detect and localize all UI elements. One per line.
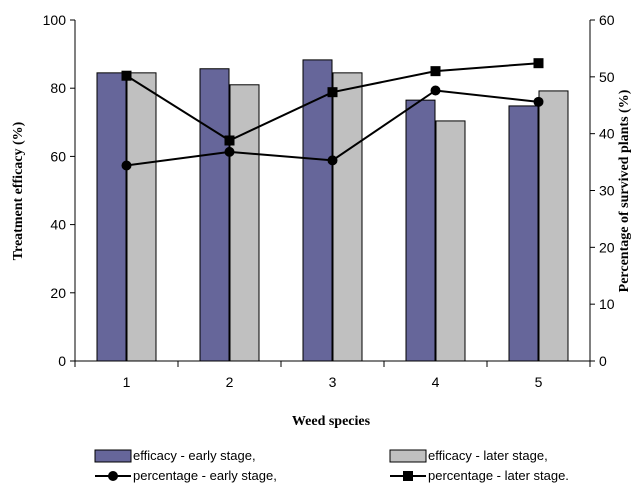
left-axis: 0 20 40 60 80 100 <box>43 12 76 369</box>
point-s2-c2 <box>327 155 338 166</box>
x-tick-label-1: 2 <box>226 374 234 390</box>
y2-tick-label-4: 40 <box>599 126 615 142</box>
legend-label-s0: efficacy - early stage, <box>133 448 256 463</box>
plot-area <box>96 58 569 362</box>
point-s3-c3 <box>430 66 441 77</box>
point-s3-c0 <box>121 70 132 81</box>
x-tick-label-2: 3 <box>329 374 337 390</box>
bar-s1-c2 <box>332 72 363 362</box>
point-s2-c4 <box>533 96 544 107</box>
y2-tick-label-0: 0 <box>599 353 607 369</box>
y-tick-label-2: 40 <box>50 217 66 233</box>
x-tick-label-3: 4 <box>432 374 440 390</box>
point-s2-c3 <box>430 85 441 96</box>
bar-s0-c1 <box>199 68 230 362</box>
y-tick-label-0: 0 <box>58 353 66 369</box>
bar-s1-c4 <box>538 90 569 362</box>
y2-tick-label-1: 10 <box>599 296 615 312</box>
y-tick-label-1: 20 <box>50 285 66 301</box>
point-s3-c4 <box>533 58 544 69</box>
legend-swatch-s0 <box>94 449 132 463</box>
legend: efficacy - early stage, efficacy - later … <box>94 448 569 483</box>
y-tick-label-4: 80 <box>50 80 66 96</box>
x-tick-label-4: 5 <box>535 374 543 390</box>
y2-tick-label-3: 30 <box>599 183 615 199</box>
legend-label-s2: percentage - early stage, <box>133 468 277 483</box>
bar-s0-c2 <box>302 59 333 362</box>
bar-s0-c3 <box>405 99 436 362</box>
y-axis-title: Treatment efficacy (%) <box>11 121 26 260</box>
bar-s0-c0 <box>96 72 127 362</box>
x-axis-title: Weed species <box>292 414 371 429</box>
bar-s1-c0 <box>126 72 157 362</box>
legend-swatch-s1 <box>389 449 427 463</box>
point-s2-c1 <box>224 146 235 157</box>
legend-marker-s3 <box>403 471 413 481</box>
y2-tick-label-2: 20 <box>599 239 615 255</box>
x-axis: 1 2 3 4 5 <box>74 360 591 390</box>
bar-s1-c1 <box>229 84 260 362</box>
bar-s0-c4 <box>508 105 539 362</box>
x-tick-label-0: 1 <box>123 374 131 390</box>
legend-marker-s2 <box>108 471 118 481</box>
y2-axis-title: Percentage of survived plants (%) <box>617 89 632 292</box>
legend-label-s3: percentage - later stage. <box>428 468 569 483</box>
bar-s1-c3 <box>435 120 466 362</box>
y-tick-label-3: 60 <box>50 148 66 164</box>
y-tick-label-5: 100 <box>43 12 67 28</box>
point-s2-c0 <box>121 160 132 171</box>
point-s3-c2 <box>327 87 338 98</box>
right-axis: 0 10 20 30 40 50 60 <box>589 12 615 369</box>
y2-tick-label-6: 60 <box>599 12 615 28</box>
legend-label-s1: efficacy - later stage, <box>428 448 548 463</box>
point-s3-c1 <box>224 135 235 146</box>
y2-tick-label-5: 50 <box>599 69 615 85</box>
